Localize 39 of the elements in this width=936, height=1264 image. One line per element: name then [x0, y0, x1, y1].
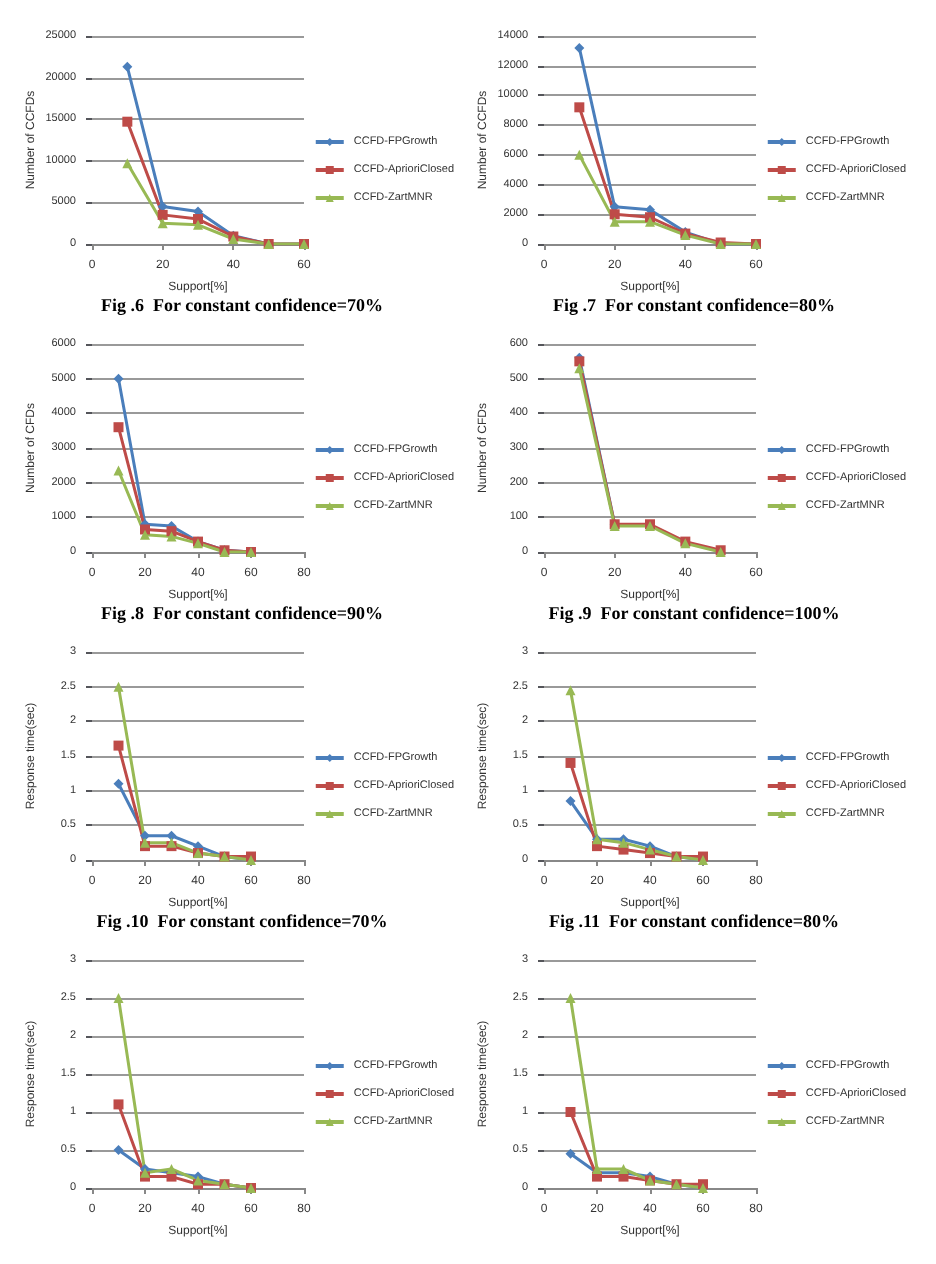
point [565, 1148, 576, 1159]
point [574, 363, 585, 374]
point [609, 209, 620, 220]
text: Fig .10 For constant confidence=70% [96, 911, 388, 931]
point [113, 422, 124, 433]
point [140, 830, 150, 841]
point [574, 42, 585, 53]
text: Fig .7 For constant confidence=80% [553, 295, 835, 315]
point [193, 219, 203, 230]
point [565, 1107, 576, 1117]
text: Fig .6 For constant confidence=70% [101, 295, 383, 315]
point [113, 681, 124, 692]
point [122, 158, 133, 169]
point [565, 993, 576, 1003]
point [113, 740, 124, 751]
point [157, 218, 168, 229]
text: Fig .11 For constant confidence=80% [549, 911, 839, 931]
point [113, 373, 124, 384]
text: Fig .8 For constant confidence=90% [101, 603, 383, 623]
point [113, 1099, 124, 1110]
text: Fig .9 For constant confidence=100% [548, 603, 840, 623]
point [140, 524, 150, 535]
point [140, 529, 150, 540]
point [574, 102, 585, 113]
point [157, 209, 168, 220]
point [122, 61, 133, 72]
point [565, 796, 576, 807]
point [113, 993, 124, 1003]
point [122, 116, 133, 127]
point [113, 778, 124, 789]
point [609, 216, 620, 227]
point [193, 214, 203, 225]
point [113, 1145, 124, 1155]
point [574, 149, 585, 160]
point [166, 830, 177, 841]
point [166, 531, 177, 542]
point [113, 465, 124, 476]
point [565, 685, 576, 696]
point [565, 757, 576, 768]
